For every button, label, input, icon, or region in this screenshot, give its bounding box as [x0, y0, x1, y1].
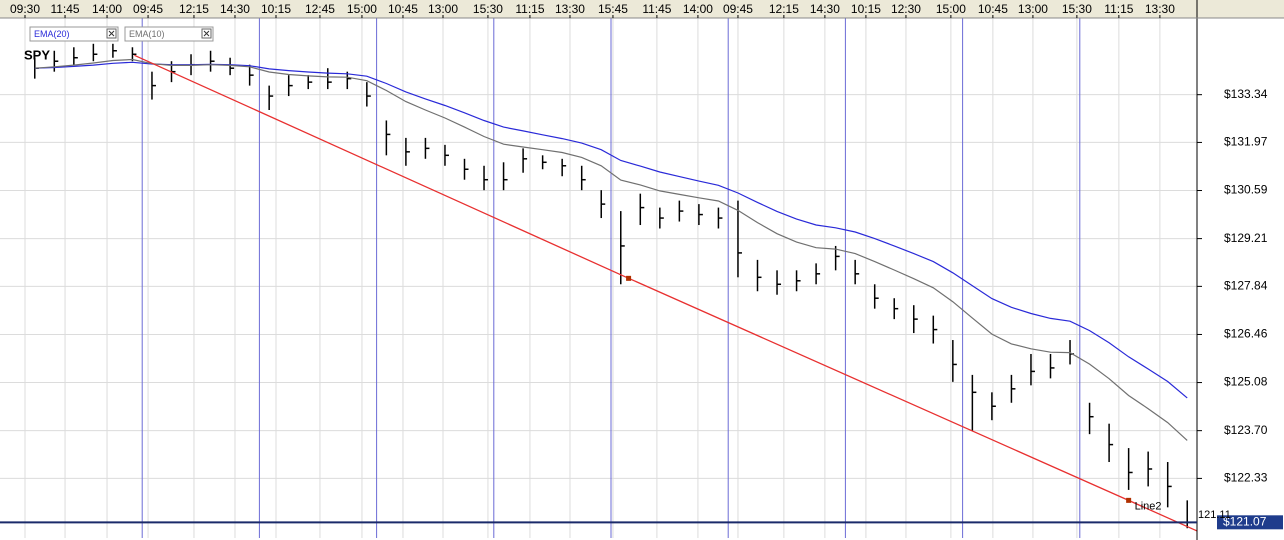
- last-price-label: $121.07: [1223, 514, 1267, 528]
- symbol-label: SPY: [24, 47, 50, 62]
- x-tick-label: 15:30: [473, 2, 503, 16]
- x-tick-label: 15:00: [347, 2, 377, 16]
- x-tick-label: 13:00: [1018, 2, 1048, 16]
- trendline-anchor: [626, 275, 632, 281]
- x-tick-label: 15:00: [936, 2, 966, 16]
- trendline-extension: [1128, 499, 1198, 532]
- legend-box: [29, 26, 119, 42]
- y-tick-label: $123.70: [1224, 423, 1268, 437]
- grid: [0, 18, 1197, 538]
- x-tick-label: 15:45: [598, 2, 628, 16]
- legend-close-x: [203, 30, 210, 37]
- y-tick-label: $126.46: [1224, 327, 1268, 341]
- last-price-box: [1217, 515, 1283, 530]
- legend-box: [124, 26, 214, 42]
- x-tick-label: 13:00: [428, 2, 458, 16]
- x-tick-label: 12:15: [769, 2, 799, 16]
- x-tick-label: 14:30: [810, 2, 840, 16]
- time-axis-band: [0, 0, 1284, 18]
- y-tick-label: $125.08: [1224, 375, 1268, 389]
- x-tick-label: 13:30: [555, 2, 585, 16]
- plot: Line2: [34, 43, 1198, 532]
- legend-label: EMA(10): [129, 29, 165, 39]
- ema-line: [34, 61, 1188, 399]
- x-tick-label: 10:45: [388, 2, 418, 16]
- x-tick-label: 10:15: [261, 2, 291, 16]
- x-tick-label: 15:30: [1062, 2, 1092, 16]
- x-tick-label: 11:45: [642, 2, 671, 16]
- x-tick-label: 12:45: [305, 2, 335, 16]
- y-tick-label: $129.21: [1224, 231, 1268, 245]
- legend-label: EMA(20): [34, 29, 70, 39]
- ema-line: [34, 58, 1188, 441]
- x-tick-label: 09:30: [10, 2, 40, 16]
- x-tick-label: 11:15: [1104, 2, 1133, 16]
- x-tick-label: 09:45: [723, 2, 753, 16]
- x-tick-label: 12:15: [179, 2, 209, 16]
- last-trade-label: 121.11: [1198, 509, 1231, 521]
- x-tick-label: 13:30: [1145, 2, 1175, 16]
- x-tick-label: 14:30: [220, 2, 250, 16]
- legend-close-x: [108, 30, 115, 37]
- legend: EMA(20) EMA(10): [29, 26, 214, 42]
- x-tick-label: 10:15: [851, 2, 881, 16]
- x-tick-label: 14:00: [92, 2, 122, 16]
- x-tick-label: 10:45: [978, 2, 1008, 16]
- y-tick-label: $133.34: [1224, 87, 1268, 101]
- y-tick-label: $127.84: [1224, 279, 1268, 293]
- x-tick-label: 12:30: [891, 2, 921, 16]
- x-tick-label: 11:45: [50, 2, 79, 16]
- trendline-anchor: [1126, 497, 1132, 503]
- x-tick-label: 11:15: [515, 2, 544, 16]
- x-tick-label: 09:45: [133, 2, 163, 16]
- trendline-label: Line2: [1135, 500, 1162, 512]
- y-tick-label: $130.59: [1224, 183, 1268, 197]
- x-tick-label: 14:00: [683, 2, 713, 16]
- y-tick-label: $131.97: [1224, 135, 1268, 149]
- y-tick-label: $122.33: [1224, 471, 1268, 485]
